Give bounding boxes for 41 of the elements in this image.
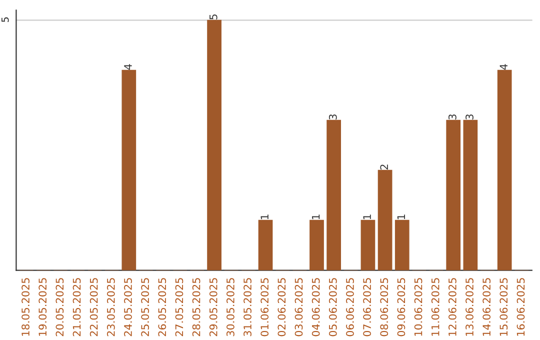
data-label: 4 <box>500 64 508 70</box>
x-tick-label: 27.05.2025 <box>175 278 184 336</box>
x-tick-label: 15.06.2025 <box>500 278 508 336</box>
x-tick-label: 05.06.2025 <box>328 278 337 336</box>
x-tick-label: 10.06.2025 <box>414 278 422 336</box>
x-tick-label: 03.06.2025 <box>294 278 303 336</box>
data-label: 4 <box>124 64 132 70</box>
x-tick-label: 29.05.2025 <box>209 278 218 336</box>
x-tick-label: 01.06.2025 <box>260 278 269 336</box>
x-tick-label: 16.06.2025 <box>516 278 525 336</box>
x-tick-label: 25.05.2025 <box>141 278 149 336</box>
data-label: 3 <box>466 114 474 120</box>
x-tick-label: 08.06.2025 <box>380 278 388 336</box>
x-tick-label: 21.05.2025 <box>72 278 81 336</box>
x-tick-label: 24.05.2025 <box>124 278 132 336</box>
data-label: 2 <box>380 164 388 170</box>
x-tick-label: 13.06.2025 <box>466 278 474 336</box>
data-label: 3 <box>328 114 337 120</box>
data-label: 3 <box>448 114 456 120</box>
x-tick-label: 19.05.2025 <box>38 278 47 336</box>
x-tick-label: 28.05.2025 <box>192 278 200 336</box>
x-tick-label: 09.06.2025 <box>397 278 406 336</box>
x-tick-label: 23.05.2025 <box>106 278 115 336</box>
x-tick-label: 18.05.2025 <box>22 278 30 336</box>
x-tick-label: 22.05.2025 <box>90 278 98 336</box>
x-tick-label: 14.06.2025 <box>482 278 491 336</box>
x-tick-label: 31.05.2025 <box>244 278 252 336</box>
data-label: 1 <box>397 214 405 220</box>
x-tick-label: 06.06.2025 <box>346 278 354 336</box>
x-tick-label: 20.05.2025 <box>56 278 64 336</box>
data-label: 1 <box>312 214 320 220</box>
x-tick-label: 04.06.2025 <box>312 278 320 336</box>
x-tick-label: 11.06.2025 <box>431 278 440 336</box>
x-tick-label: 12.06.2025 <box>448 278 456 336</box>
x-tick-label: 02.06.2025 <box>278 278 286 336</box>
data-label: 1 <box>363 214 371 220</box>
data-label: 1 <box>260 214 268 220</box>
x-tick-label: 07.06.2025 <box>363 278 371 336</box>
data-label: 5 <box>210 14 218 20</box>
x-tick-label: 30.05.2025 <box>226 278 234 336</box>
x-tick-label: 26.05.2025 <box>158 278 166 336</box>
